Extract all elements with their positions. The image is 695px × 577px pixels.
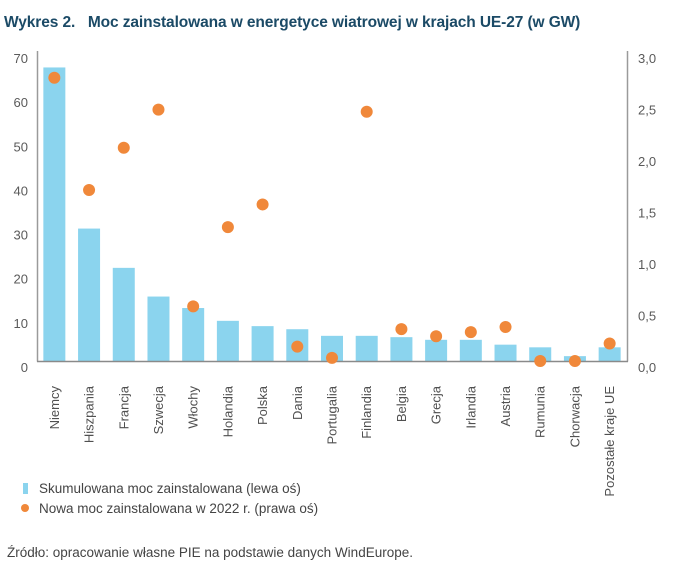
source-note: Źródło: opracowanie własne PIE na podsta… (7, 545, 413, 560)
left-axis-tick-label: 20 (14, 272, 28, 287)
scatter-point (395, 323, 408, 336)
x-tick-label: Belgia (394, 385, 409, 422)
x-axis-labels: Niemcy Hiszpania Francja Szwecja Włochy Holan… (47, 385, 617, 496)
scatter-point (83, 184, 96, 197)
scatter-point (48, 71, 61, 84)
x-tick-label: Włochy (186, 386, 201, 429)
scatter-point (360, 105, 373, 118)
scatter-point (326, 351, 338, 364)
bar (390, 337, 413, 361)
left-axis-tick-label: 10 (14, 316, 28, 331)
x-tick-label: Austria (498, 385, 513, 426)
scatter-point (603, 337, 616, 350)
left-axis-tick-label: 50 (14, 139, 28, 154)
bar (494, 344, 517, 361)
dot-swatch-icon (21, 504, 29, 512)
combo-chart: 0 10 20 30 40 50 60 70 0,0 0,5 1,0 1,5 2,0 2,5 3,0 Ni… (14, 51, 656, 497)
x-tick-label: Rumunia (533, 385, 548, 438)
chart-title: Wykres 2. Moc zainstalowana w energetyce… (4, 14, 581, 31)
bar (459, 339, 482, 361)
x-tick-label: Holandia (220, 385, 235, 437)
right-axis-tick-label: 0,5 (638, 309, 656, 324)
scatter-series (48, 71, 616, 367)
left-axis-ticks: 0 10 20 30 40 50 60 70 (14, 51, 28, 375)
legend-label: Skumulowana moc zainstalowana (lewa oś) (39, 480, 301, 496)
bar (147, 296, 170, 361)
left-axis-tick-label: 60 (14, 95, 28, 110)
x-tick-label: Grecja (429, 385, 444, 424)
legend-label: Nowa moc zainstalowana w 2022 r. (prawa … (39, 500, 319, 516)
legend-item-bars: Skumulowana moc zainstalowana (lewa oś) (18, 478, 318, 498)
legend-item-dots: Nowa moc zainstalowana w 2022 r. (prawa … (18, 498, 318, 518)
bar (529, 347, 552, 361)
scatter-point (568, 355, 581, 367)
bar-series (43, 67, 621, 361)
scatter-point (291, 340, 304, 353)
bar (78, 228, 101, 361)
bar (112, 267, 135, 361)
legend: Skumulowana moc zainstalowana (lewa oś) … (18, 478, 318, 518)
right-axis-ticks: 0,0 0,5 1,0 1,5 2,0 2,5 3,0 (638, 51, 656, 375)
x-tick-label: Chorwacja (567, 385, 582, 447)
bar (355, 335, 378, 361)
right-axis-tick-label: 1,0 (638, 257, 656, 272)
bar (216, 320, 239, 361)
bar (182, 308, 205, 361)
scatter-point (117, 141, 130, 154)
scatter-point (534, 355, 547, 367)
x-tick-label: Hiszpania (82, 385, 97, 443)
bar (425, 339, 448, 361)
scatter-point (256, 198, 269, 211)
scatter-point (152, 103, 165, 116)
bar (598, 347, 621, 361)
bar (43, 67, 66, 361)
x-tick-label: Dania (290, 385, 305, 420)
bar-swatch-icon (23, 482, 28, 494)
bar (251, 326, 274, 361)
x-tick-label: Polska (255, 385, 270, 425)
x-tick-label: Niemcy (47, 386, 62, 430)
x-tick-label: Pozostałe kraje UE (602, 386, 617, 497)
right-axis-tick-label: 3,0 (638, 51, 656, 66)
x-tick-label: Portugalia (325, 385, 340, 444)
x-tick-label: Finlandia (359, 385, 374, 439)
scatter-point (464, 326, 477, 339)
x-tick-label: Francja (116, 385, 131, 429)
bar (321, 335, 343, 361)
right-axis-tick-label: 2,5 (638, 103, 656, 118)
right-axis-tick-label: 1,5 (638, 206, 656, 221)
x-tick-label: Szwecja (151, 385, 166, 434)
left-axis-tick-label: 30 (14, 228, 28, 243)
right-axis-tick-label: 0,0 (638, 360, 656, 375)
x-tick-label: Irlandia (463, 385, 478, 428)
scatter-point (430, 330, 443, 343)
left-axis-tick-label: 70 (14, 51, 28, 66)
right-axis-tick-label: 2,0 (638, 154, 656, 169)
scatter-point (221, 221, 234, 234)
scatter-point (499, 321, 512, 334)
left-axis-tick-label: 0 (21, 360, 28, 375)
scatter-point (187, 300, 200, 313)
left-axis-tick-label: 40 (14, 183, 28, 198)
